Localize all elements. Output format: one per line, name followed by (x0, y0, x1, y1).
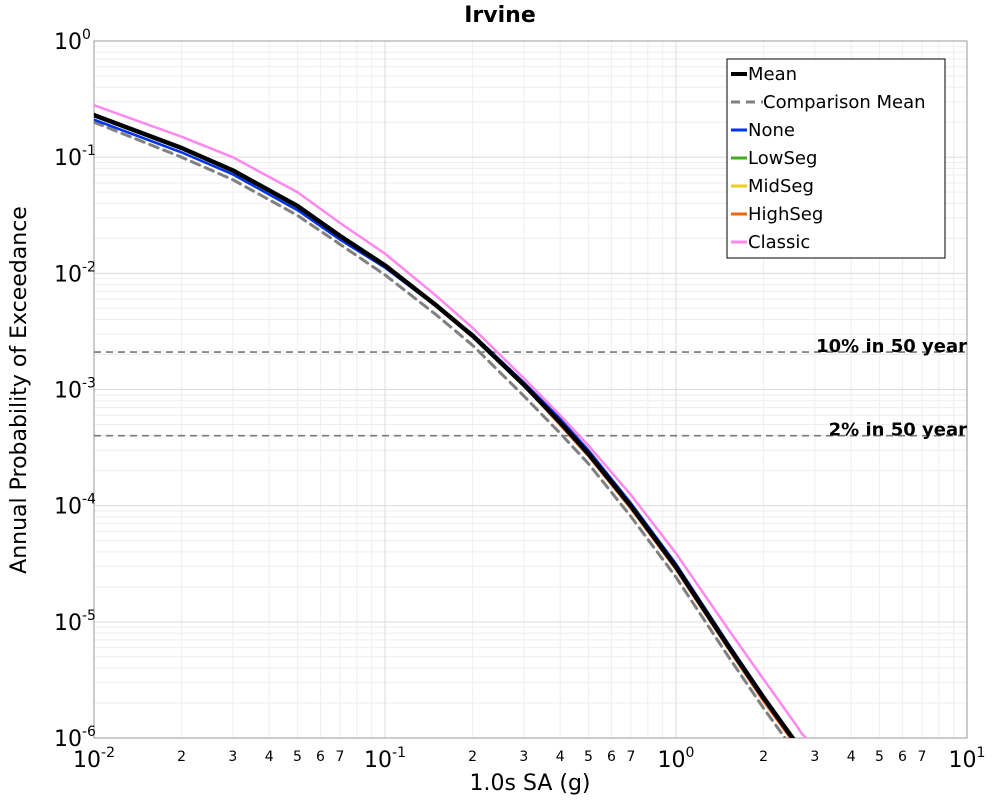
reference-lines: 10% in 50 year 2% in 50 year (94, 336, 967, 441)
legend-label: None (748, 120, 795, 141)
x-minor-tick-label: 6 (607, 749, 616, 765)
series-line-lowseg (94, 115, 793, 738)
x-minor-tick-label: 7 (917, 749, 926, 765)
reference-line-label: 2% in 50 year (829, 420, 967, 441)
y-tick-label: 100 (54, 27, 91, 55)
y-tick-label: 10-2 (54, 259, 96, 287)
x-minor-tick-label: 4 (265, 749, 274, 765)
series-line-mean (94, 112, 796, 738)
x-tick-label: 10-2 (73, 745, 115, 773)
series-line-classic (94, 103, 808, 738)
y-tick-label: 10-3 (54, 376, 96, 404)
x-minor-tick-label: 7 (626, 749, 635, 765)
reference-line-label: 10% in 50 year (816, 336, 967, 357)
legend-label: HighSeg (748, 204, 823, 225)
y-tick-label: 10-6 (54, 724, 96, 752)
x-minor-tick-label: 7 (335, 749, 344, 765)
series-line-highseg (94, 115, 792, 738)
y-tick-label: 10-5 (54, 608, 96, 636)
y-tick-labels: 100 10-1 10-2 10-3 10-4 10-5 10-6 (54, 27, 96, 752)
x-minor-tick-label: 3 (228, 749, 237, 765)
x-tick-label: 10-1 (364, 745, 406, 773)
legend-label: Comparison Mean (763, 92, 926, 113)
x-minor-tick-label: 3 (810, 749, 819, 765)
chart-title: Irvine (464, 3, 536, 28)
y-tick-label: 10-4 (54, 492, 96, 520)
x-minor-tick-label: 6 (316, 749, 325, 765)
series-line-none (94, 118, 794, 737)
series-lines (94, 103, 808, 738)
x-minor-tick-label: 4 (847, 749, 856, 765)
legend-label: MidSeg (748, 176, 814, 197)
legend-label: Mean (748, 64, 797, 85)
x-minor-tick-label: 5 (584, 749, 593, 765)
legend-label: LowSeg (748, 148, 817, 169)
legend-box (726, 58, 946, 259)
x-tick-label: 100 (658, 745, 695, 773)
x-minor-tick-label: 3 (519, 749, 528, 765)
x-minor-tick-label: 5 (875, 749, 884, 765)
x-minor-tick-label: 2 (177, 749, 186, 765)
plot-area (93, 40, 968, 739)
y-tick-label: 10-1 (54, 143, 96, 171)
x-minor-tick-label: 2 (468, 749, 477, 765)
x-minor-tick-label: 5 (293, 749, 302, 765)
x-minor-tick-label: 4 (556, 749, 565, 765)
x-minor-tick-label: 6 (898, 749, 907, 765)
x-axis-title: 1.0s SA (g) (470, 771, 591, 796)
x-tick-label: 101 (949, 745, 986, 773)
legend-label: Classic (748, 232, 810, 253)
series-line-midseg (94, 115, 793, 738)
x-minor-tick-label: 2 (759, 749, 768, 765)
series-line-comparison-mean (94, 120, 787, 738)
y-axis-title: Annual Probability of Exceedance (7, 206, 32, 574)
legend: Mean Comparison Mean None LowSeg MidSeg HighS… (726, 58, 946, 259)
